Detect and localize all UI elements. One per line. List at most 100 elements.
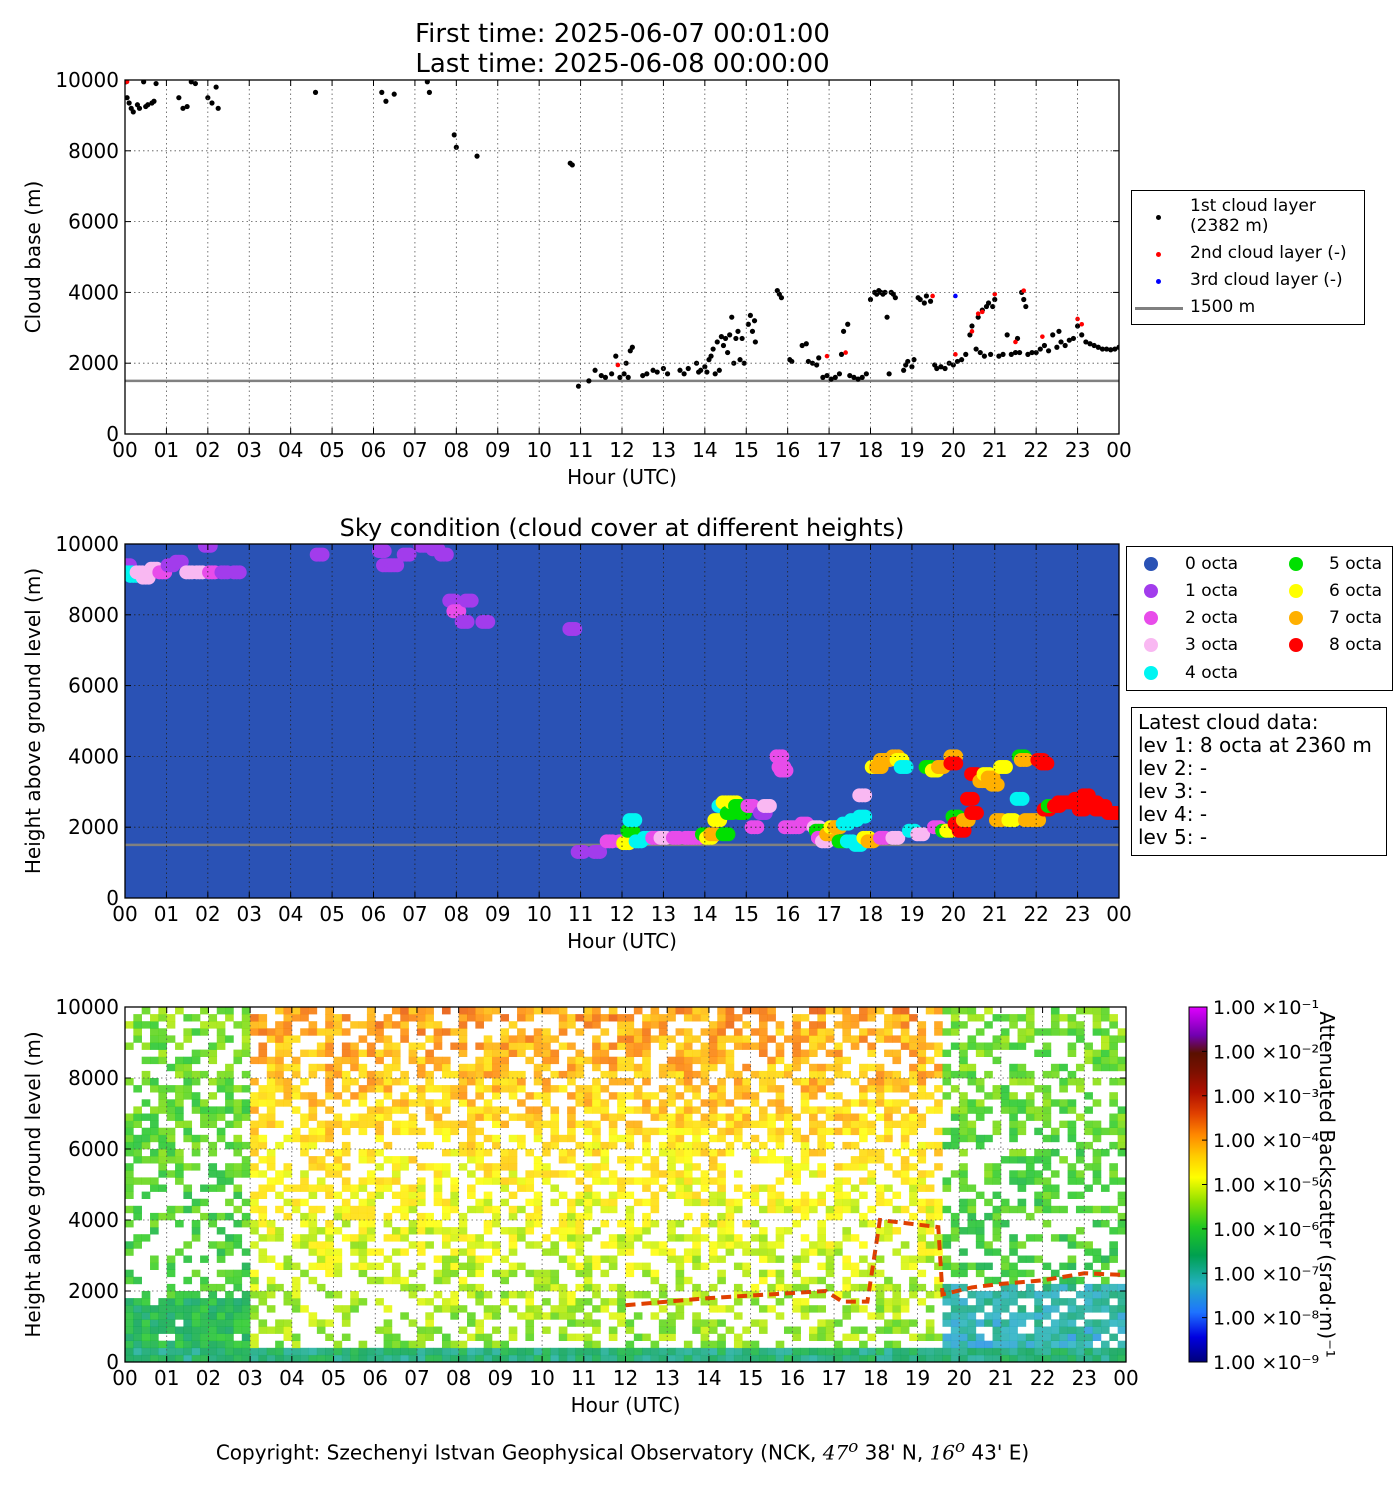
heatmap-cell xyxy=(517,1354,526,1362)
heatmap-cell xyxy=(917,1241,927,1249)
heatmap-cell xyxy=(683,1007,693,1015)
heatmap-cell xyxy=(358,1049,368,1057)
heatmap-cell xyxy=(291,1305,301,1313)
heatmap-cell xyxy=(467,1078,476,1086)
heatmap-cell xyxy=(366,1085,376,1093)
heatmap-cell xyxy=(383,1085,393,1093)
heatmap-cell xyxy=(250,1092,259,1100)
heatmap-cell xyxy=(892,1305,902,1313)
heatmap-cell xyxy=(1075,1326,1085,1334)
heatmap-cell xyxy=(283,1170,293,1178)
heatmap-cell xyxy=(458,1276,468,1285)
heatmap-cell xyxy=(692,1149,701,1157)
heatmap-cell xyxy=(984,1134,993,1143)
heatmap-cell xyxy=(133,1028,142,1036)
heatmap-cell xyxy=(783,1326,793,1334)
heatmap-cell xyxy=(517,1049,526,1057)
heatmap-cell xyxy=(650,1340,660,1349)
heatmap-cell xyxy=(792,1042,801,1050)
heatmap-cell xyxy=(133,1021,142,1029)
heatmap-cell xyxy=(533,1028,543,1036)
octa-point xyxy=(858,809,873,824)
footer-lat-sup: o xyxy=(848,1437,859,1456)
heatmap-cell xyxy=(275,1347,284,1356)
heatmap-cell xyxy=(133,1333,142,1341)
heatmap-cell xyxy=(733,1028,743,1036)
data-point xyxy=(921,300,927,306)
heatmap-cell xyxy=(717,1319,726,1327)
heatmap-cell xyxy=(508,1347,518,1356)
heatmap-cell xyxy=(625,1248,635,1256)
heatmap-cell xyxy=(183,1354,193,1362)
heatmap-cell xyxy=(617,1134,626,1143)
heatmap-cell xyxy=(617,1014,626,1022)
heatmap-cell xyxy=(1067,1241,1077,1249)
data-point xyxy=(1054,344,1060,350)
heatmap-cell xyxy=(308,1127,318,1136)
heatmap-cell xyxy=(900,1099,910,1107)
heatmap-cell xyxy=(166,1354,176,1362)
heatmap-cell xyxy=(1009,1347,1018,1356)
heatmap-cell xyxy=(450,1354,459,1362)
heatmap-cell xyxy=(909,1354,918,1362)
heatmap-cell xyxy=(241,1070,251,1079)
heatmap-cell xyxy=(391,1205,401,1214)
data-point xyxy=(828,376,834,382)
heatmap-cell xyxy=(642,1262,651,1270)
heatmap-cell xyxy=(150,1035,159,1043)
heatmap-cell xyxy=(508,1113,518,1121)
heatmap-cell xyxy=(325,1291,334,1299)
heatmap-cell xyxy=(150,1212,159,1221)
heatmap-cell xyxy=(617,1191,626,1199)
heatmap-cell xyxy=(842,1205,852,1214)
heatmap-cell xyxy=(959,1099,968,1107)
heatmap-cell xyxy=(567,1120,576,1128)
heatmap-cell xyxy=(809,1085,818,1093)
heatmap-cell xyxy=(141,1319,151,1327)
heatmap-cell xyxy=(775,1191,785,1199)
heatmap-cell xyxy=(917,1120,927,1128)
heatmap-cell xyxy=(1042,1205,1052,1214)
y-tick-label: 10000 xyxy=(55,532,119,556)
heatmap-cell xyxy=(583,1106,593,1114)
heatmap-cell xyxy=(1075,1191,1085,1199)
heatmap-cell xyxy=(183,1078,193,1086)
heatmap-cell xyxy=(141,1134,151,1143)
heatmap-cell xyxy=(383,1333,393,1341)
heatmap-cell xyxy=(1109,1078,1118,1086)
heatmap-cell xyxy=(583,1014,593,1022)
heatmap-cell xyxy=(183,1056,193,1065)
heatmap-cell xyxy=(733,1283,743,1292)
heatmap-cell xyxy=(959,1120,968,1128)
heatmap-cell xyxy=(125,1241,134,1249)
heatmap-cell xyxy=(1042,1347,1052,1356)
data-point xyxy=(954,358,961,365)
heatmap-cell xyxy=(483,1305,493,1313)
heatmap-cell xyxy=(984,1212,993,1221)
heatmap-cell xyxy=(283,1198,293,1207)
heatmap-cell xyxy=(125,1326,134,1334)
heatmap-cell xyxy=(517,1007,526,1015)
heatmap-cell xyxy=(1075,1063,1085,1072)
heatmap-cell xyxy=(650,1007,660,1015)
heatmap-cell xyxy=(175,1070,184,1079)
heatmap-cell xyxy=(358,1212,368,1221)
heatmap-cell xyxy=(750,1220,760,1228)
heatmap-cell xyxy=(150,1347,159,1356)
heatmap-cell xyxy=(692,1120,701,1128)
heatmap-cell xyxy=(391,1021,401,1029)
heatmap-cell xyxy=(158,1163,168,1171)
heatmap-cell xyxy=(400,1092,409,1100)
heatmap-cell xyxy=(408,1120,418,1128)
heatmap-cell xyxy=(416,1063,426,1072)
heatmap-cell xyxy=(250,1283,259,1292)
data-point xyxy=(996,353,1002,359)
heatmap-cell xyxy=(175,1248,184,1256)
heatmap-cell xyxy=(1067,1276,1077,1285)
x-tick-label: 02 xyxy=(196,1366,221,1390)
heatmap-cell xyxy=(583,1319,593,1327)
heatmap-cell xyxy=(708,1283,718,1292)
heatmap-cell xyxy=(875,1255,885,1263)
heatmap-cell xyxy=(633,1007,643,1015)
heatmap-cell xyxy=(258,1021,268,1029)
